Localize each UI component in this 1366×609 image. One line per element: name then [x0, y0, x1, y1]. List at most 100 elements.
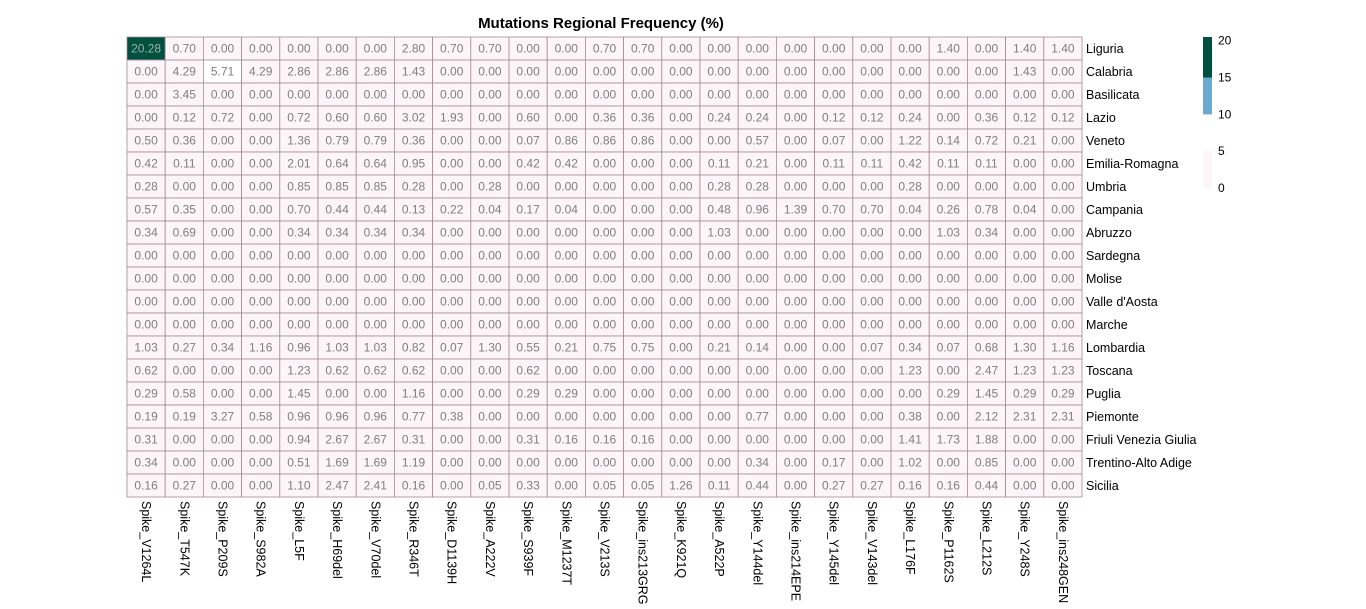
cell-value-label: 0.00 — [555, 364, 579, 378]
cell-value-label: 0.00 — [478, 433, 502, 447]
cell-value-label: 1.03 — [364, 341, 388, 355]
cell-value-label: 0.28 — [746, 180, 770, 194]
cell-value-label: 0.00 — [1013, 157, 1037, 171]
cell-value-label: 0.00 — [402, 295, 426, 309]
legend-tick-label: 5 — [1218, 144, 1225, 158]
cell-value-label: 0.00 — [669, 226, 693, 240]
cell-value-label: 0.29 — [1013, 387, 1037, 401]
cell-value-label: 0.26 — [937, 203, 961, 217]
cell-value-label: 0.00 — [440, 157, 464, 171]
row-label: Toscana — [1086, 364, 1133, 378]
cell-value-label: 0.00 — [134, 88, 158, 102]
cell-value-label: 0.12 — [860, 111, 884, 125]
column-label: Spike_Y248S — [1018, 501, 1032, 577]
cell-value-label: 0.00 — [937, 364, 961, 378]
legend-tick-label: 10 — [1218, 107, 1232, 121]
row-label: Sicilia — [1086, 479, 1119, 493]
cell-value-label: 0.00 — [364, 272, 388, 286]
cell-value-label: 0.00 — [593, 272, 617, 286]
cell-value-label: 0.64 — [325, 157, 349, 171]
cell-value-label: 0.00 — [1013, 88, 1037, 102]
cell-value-label: 0.00 — [669, 249, 693, 263]
cell-value-label: 0.14 — [937, 134, 961, 148]
cell-value-label: 1.10 — [287, 479, 311, 493]
cell-value-label: 3.02 — [402, 111, 426, 125]
cell-value-label: 0.00 — [1051, 65, 1075, 79]
cell-value-label: 0.36 — [402, 134, 426, 148]
cell-value-label: 0.00 — [440, 456, 464, 470]
row-label: Umbria — [1086, 180, 1126, 194]
cell-value-label: 0.05 — [593, 479, 617, 493]
cell-value-label: 0.00 — [669, 157, 693, 171]
column-label: Spike_Y145del — [827, 501, 841, 585]
cell-value-label: 0.00 — [249, 318, 273, 332]
cell-value-label: 0.38 — [440, 410, 464, 424]
cell-value-label: 0.96 — [287, 341, 311, 355]
cell-value-label: 0.86 — [593, 134, 617, 148]
cell-value-label: 0.00 — [822, 42, 846, 56]
column-label: Spike_V1264L — [139, 501, 153, 582]
cell-value-label: 0.00 — [784, 272, 808, 286]
cell-value-label: 0.62 — [325, 364, 349, 378]
cell-value-label: 0.00 — [516, 318, 540, 332]
cell-value-label: 0.70 — [860, 203, 884, 217]
cell-value-label: 0.00 — [707, 456, 731, 470]
cell-value-label: 0.00 — [555, 249, 579, 263]
cell-value-label: 0.70 — [287, 203, 311, 217]
cell-value-label: 0.77 — [402, 410, 426, 424]
cell-value-label: 1.23 — [1051, 364, 1075, 378]
column-label: Spike_ins214EPE — [789, 501, 803, 601]
column-label: Spike_A222V — [483, 501, 497, 577]
row-label: Lazio — [1086, 111, 1116, 125]
cell-value-label: 0.00 — [937, 249, 961, 263]
cell-value-label: 0.00 — [860, 318, 884, 332]
column-label: Spike_V213S — [598, 501, 612, 577]
cell-value-label: 0.35 — [173, 203, 197, 217]
cell-value-label: 0.00 — [860, 364, 884, 378]
cell-value-label: 0.16 — [898, 479, 922, 493]
cell-value-label: 0.00 — [707, 88, 731, 102]
cell-value-label: 0.00 — [898, 65, 922, 79]
cell-value-label: 0.00 — [669, 341, 693, 355]
cell-value-label: 0.62 — [402, 364, 426, 378]
cell-value-label: 0.94 — [287, 433, 311, 447]
cell-value-label: 0.12 — [1051, 111, 1075, 125]
cell-value-label: 0.00 — [1051, 433, 1075, 447]
row-label: Molise — [1086, 272, 1122, 286]
cell-value-label: 0.00 — [1051, 456, 1075, 470]
cell-value-label: 0.00 — [287, 272, 311, 286]
cell-value-label: 0.11 — [708, 157, 731, 171]
cell-value-label: 3.45 — [173, 88, 197, 102]
row-label: Emilia-Romagna — [1086, 157, 1178, 171]
cell-value-label: 0.44 — [746, 479, 770, 493]
cell-value-label: 1.73 — [937, 433, 961, 447]
cell-value-label: 2.31 — [1051, 410, 1075, 424]
cell-value-label: 2.01 — [287, 157, 311, 171]
cell-value-label: 0.00 — [364, 88, 388, 102]
cell-value-label: 0.04 — [478, 203, 502, 217]
cell-value-label: 0.34 — [402, 226, 426, 240]
color-legend: 20 15 10 5 0 — [1203, 34, 1232, 195]
cell-value-label: 0.00 — [975, 249, 999, 263]
cell-value-label: 0.00 — [669, 88, 693, 102]
cell-value-label: 0.27 — [822, 479, 846, 493]
cell-value-label: 0.00 — [1013, 180, 1037, 194]
cell-value-label: 0.00 — [860, 433, 884, 447]
cell-value-label: 0.00 — [1051, 249, 1075, 263]
cell-value-label: 0.00 — [555, 456, 579, 470]
cell-value-label: 0.77 — [746, 410, 770, 424]
column-label: Spike_L212S — [980, 501, 994, 575]
column-label: Spike_L5F — [292, 501, 306, 561]
cell-value-label: 0.00 — [555, 88, 579, 102]
cell-value-label: 0.21 — [1013, 134, 1037, 148]
cell-value-label: 0.00 — [1013, 226, 1037, 240]
row-label: Puglia — [1086, 387, 1121, 401]
cell-value-label: 1.30 — [1013, 341, 1037, 355]
cell-value-label: 0.34 — [898, 341, 922, 355]
cell-value-label: 0.68 — [975, 341, 999, 355]
row-label: Calabria — [1086, 65, 1133, 79]
cell-value-label: 0.00 — [440, 387, 464, 401]
cell-value-label: 0.00 — [555, 272, 579, 286]
cell-value-label: 0.00 — [822, 387, 846, 401]
